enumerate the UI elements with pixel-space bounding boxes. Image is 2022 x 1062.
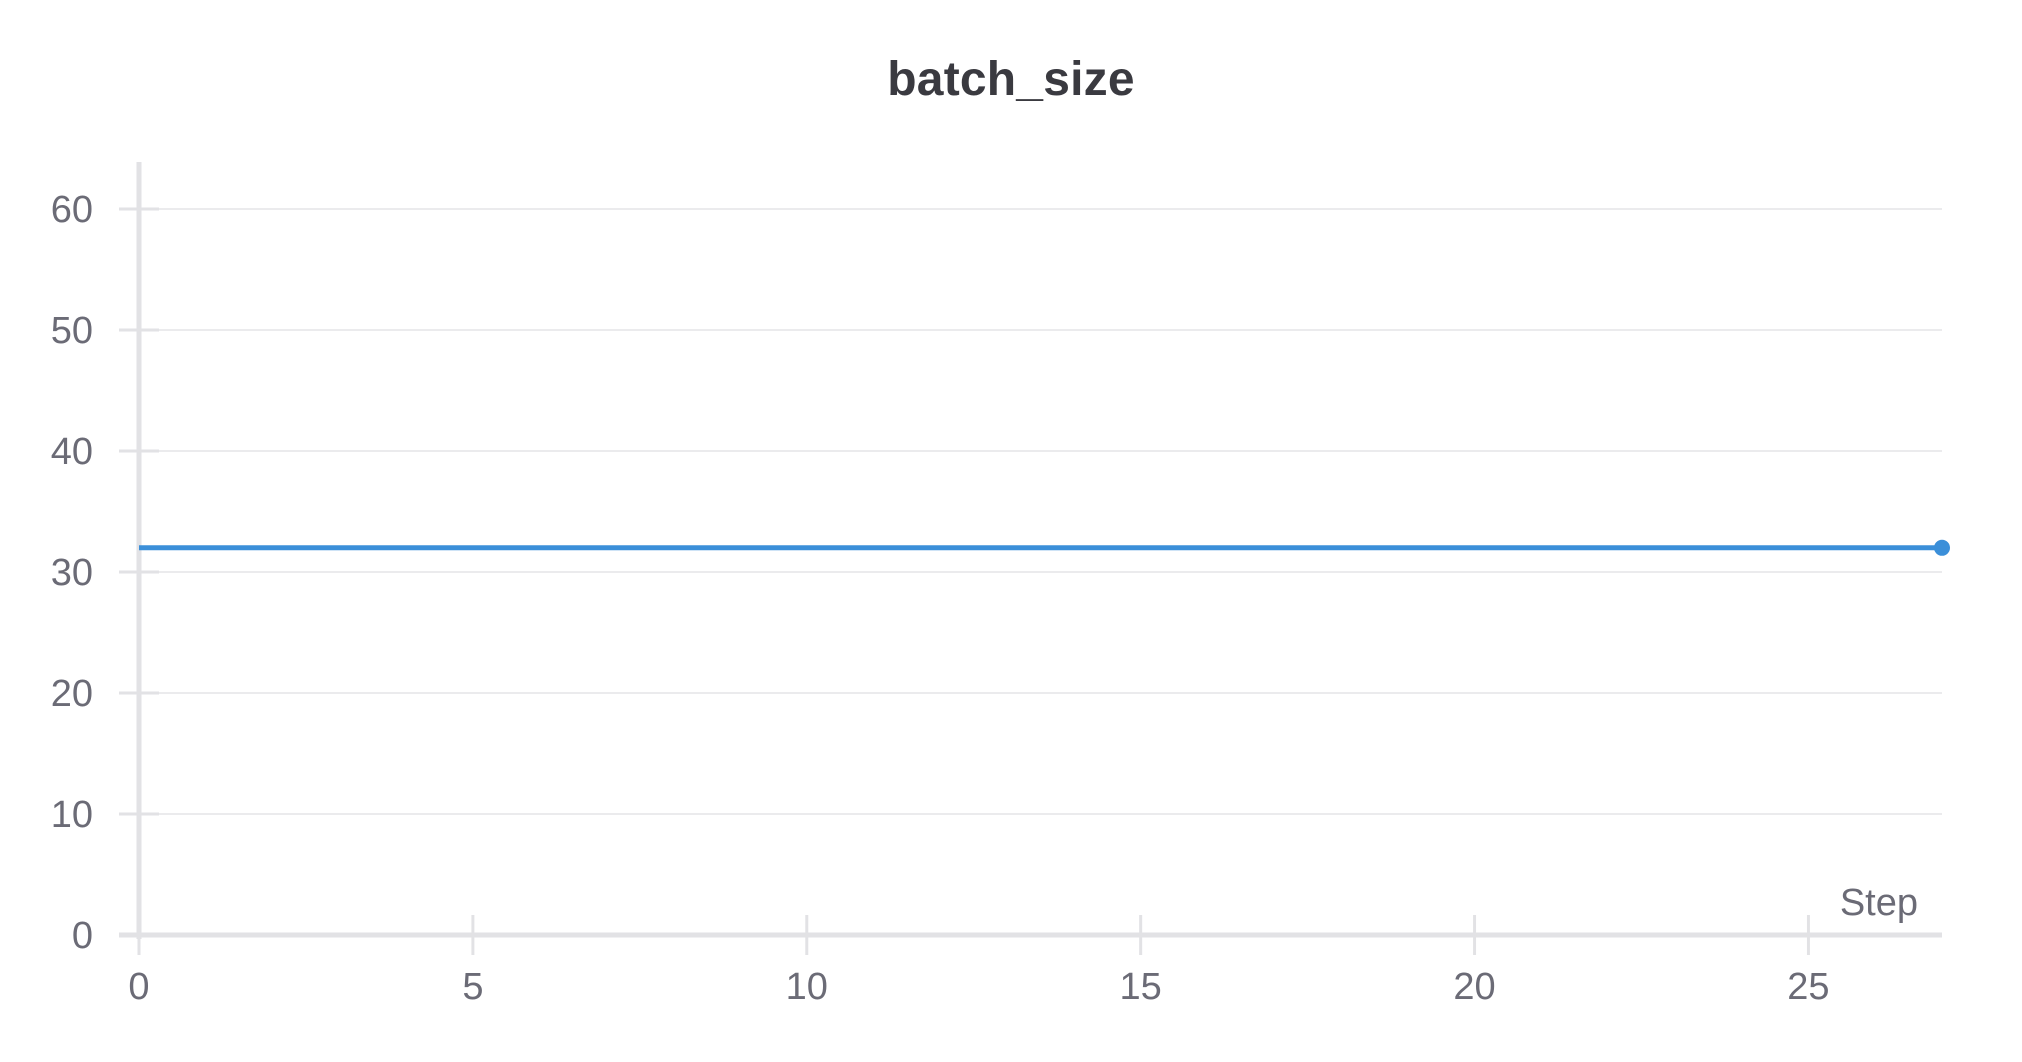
x-tick-label: 5: [462, 966, 483, 1008]
y-tick-label: 30: [51, 552, 93, 594]
y-tick-label: 40: [51, 431, 93, 473]
y-tick-label: 50: [51, 310, 93, 352]
x-tick-label: 10: [786, 966, 828, 1008]
x-tick-label: 15: [1120, 966, 1162, 1008]
y-tick-label: 0: [72, 915, 93, 957]
y-tick-label: 20: [51, 673, 93, 715]
x-tick-label: 20: [1453, 966, 1495, 1008]
series-end-point: [1934, 539, 1950, 556]
y-tick-label: 10: [51, 794, 93, 836]
x-tick-label: 25: [1787, 966, 1829, 1008]
grid-lines: [139, 208, 1942, 815]
x-axis-label: Step: [1840, 882, 1918, 924]
x-tick-label: 0: [128, 966, 149, 1008]
y-tick-label: 60: [51, 189, 93, 231]
axes: [119, 162, 1942, 939]
tick-labels: 0 10 20 30 40 50 60 0 5 10 15 20 25: [51, 189, 1830, 1008]
chart-title: batch_size: [887, 53, 1135, 106]
series-lines: [139, 539, 1950, 556]
tick-marks: [119, 207, 1810, 955]
